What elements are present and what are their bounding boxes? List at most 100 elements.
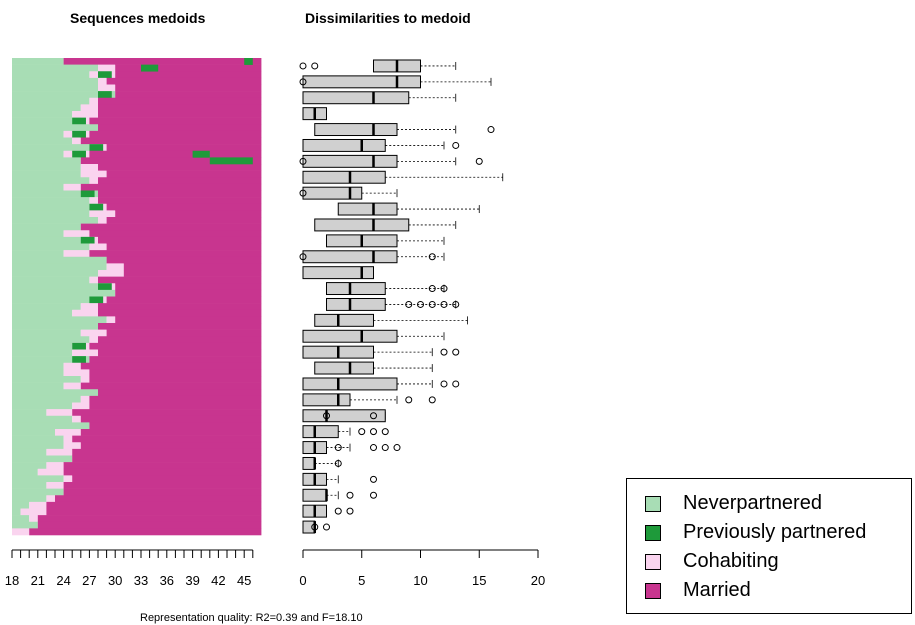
sequence-neverpartnered-segment <box>12 270 98 277</box>
sequence-married-segment <box>123 270 262 277</box>
sequence-cohabiting-segment <box>46 409 73 417</box>
sequence-previously-partnered-segment <box>89 203 104 211</box>
box-body <box>314 123 398 137</box>
sequence-cohabiting-segment <box>63 475 73 483</box>
sequence-previously-partnered-segment <box>72 356 86 364</box>
sequence-neverpartnered-segment <box>12 243 90 251</box>
sequence-married-segment <box>123 263 262 271</box>
sequence-cohabiting-segment <box>106 316 116 324</box>
sequence-neverpartnered-segment <box>12 488 64 496</box>
sequence-cohabiting-segment <box>63 442 81 450</box>
sequence-married-segment <box>98 190 262 198</box>
box-outlier-point <box>428 253 436 261</box>
box-outlier-point <box>370 444 377 452</box>
sequence-neverpartnered-segment <box>12 515 30 523</box>
sequence-cohabiting-segment <box>89 210 116 218</box>
sequence-married-segment <box>72 409 262 417</box>
sequence-cohabiting-segment <box>89 177 98 185</box>
left-x-tick-label: 42 <box>211 573 225 588</box>
sequence-neverpartnered-segment <box>12 64 98 72</box>
sequence-cohabiting-segment <box>63 369 90 377</box>
sequence-neverpartnered-segment <box>12 429 55 436</box>
left-x-tick-label: 24 <box>56 573 70 588</box>
sequence-neverpartnered-segment <box>12 329 81 337</box>
sequence-cohabiting-segment <box>55 429 81 436</box>
sequence-married-segment <box>115 316 262 324</box>
box-outlier-point <box>440 380 448 388</box>
sequence-neverpartnered-segment <box>12 409 47 417</box>
box-outlier-point <box>323 523 330 531</box>
sequence-married-segment <box>98 336 262 344</box>
box-body <box>302 520 316 534</box>
sequence-married-segment <box>89 356 262 364</box>
sequence-cohabiting-segment <box>72 349 98 357</box>
legend-swatch <box>645 582 661 599</box>
sequence-previously-partnered-segment <box>98 283 112 291</box>
sequence-neverpartnered-segment <box>12 475 64 483</box>
box-outlier-point <box>370 491 377 499</box>
right-x-tick-label: 15 <box>472 573 486 588</box>
sequences-medoids-title: Sequences medoids <box>70 10 206 26</box>
sequence-cohabiting-segment <box>46 482 64 489</box>
sequence-neverpartnered-segment <box>12 495 47 503</box>
box-outlier-point <box>440 285 448 293</box>
box-body <box>302 488 327 502</box>
sequence-cohabiting-segment <box>89 97 98 105</box>
representation-quality-note: Representation quality: R2=0.39 and F=18… <box>140 612 363 624</box>
box-outlier-point <box>428 396 436 404</box>
sequence-previously-partnered-segment <box>98 91 112 99</box>
sequence-cohabiting-segment <box>72 137 81 145</box>
sequence-married-segment <box>98 236 262 244</box>
sequence-neverpartnered-segment <box>12 389 98 397</box>
sequence-cohabiting-segment <box>63 183 81 191</box>
box-outlier-point <box>299 253 307 261</box>
sequence-cohabiting-segment <box>46 495 55 503</box>
sequence-married-segment <box>106 77 262 85</box>
box-outlier-point <box>452 380 460 388</box>
sequence-married-segment <box>115 210 262 218</box>
box-outlier-point <box>440 300 448 308</box>
sequence-married-segment <box>115 91 262 99</box>
sequence-cohabiting-segment <box>72 415 81 423</box>
sequence-married-segment <box>106 203 262 211</box>
legend-label: Married <box>683 579 751 601</box>
sequence-married-segment <box>80 183 262 191</box>
sequence-neverpartnered-segment <box>12 203 90 211</box>
sequence-neverpartnered-segment <box>12 170 81 178</box>
sequence-neverpartnered-segment <box>12 303 81 311</box>
sequence-neverpartnered-segment <box>12 256 107 264</box>
sequence-neverpartnered-segment <box>12 362 64 370</box>
sequence-cohabiting-segment <box>89 243 107 251</box>
box-body <box>302 250 398 264</box>
sequence-neverpartnered-segment <box>12 415 73 423</box>
sequence-neverpartnered-segment <box>12 521 38 529</box>
legend-swatch <box>645 553 661 570</box>
sequence-cohabiting-segment <box>63 362 81 370</box>
sequence-neverpartnered-segment <box>12 462 47 470</box>
sequence-previously-partnered-segment <box>141 64 159 72</box>
left-x-tick-label: 39 <box>185 573 199 588</box>
sequence-neverpartnered-segment <box>12 309 73 317</box>
sequence-cohabiting-segment <box>98 64 116 72</box>
box-body <box>337 202 398 216</box>
sequence-cohabiting-segment <box>80 303 98 311</box>
sequence-married-segment <box>89 130 262 138</box>
legend-swatch <box>645 495 661 512</box>
sequence-cohabiting-segment <box>98 270 124 277</box>
box-body <box>314 218 410 232</box>
sequence-neverpartnered-segment <box>12 150 64 158</box>
sequence-married-segment <box>106 296 262 304</box>
sequence-neverpartnered-segment <box>12 190 98 198</box>
box-outlier-point <box>428 300 436 308</box>
sequence-previously-partnered-segment <box>80 236 95 244</box>
sequence-cohabiting-segment <box>80 376 90 383</box>
sequence-married-segment <box>63 482 262 489</box>
left-x-tick-label: 33 <box>134 573 148 588</box>
sequence-neverpartnered-segment <box>12 468 38 476</box>
sequence-cohabiting-segment <box>29 501 47 509</box>
sequence-cohabiting-segment <box>63 382 81 390</box>
sequence-neverpartnered-segment <box>12 164 81 171</box>
left-x-tick-label: 18 <box>5 573 19 588</box>
box-outlier-point <box>381 428 389 436</box>
sequence-previously-partnered-segment <box>192 150 210 158</box>
